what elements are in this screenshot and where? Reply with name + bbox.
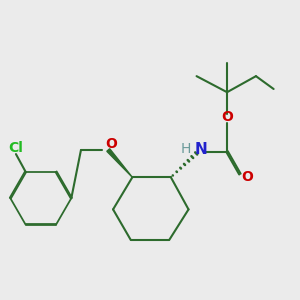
Text: H: H: [181, 142, 191, 156]
Text: Cl: Cl: [8, 141, 23, 155]
Text: N: N: [194, 142, 207, 157]
Polygon shape: [107, 149, 132, 177]
Text: O: O: [221, 110, 233, 124]
Text: O: O: [241, 170, 253, 184]
Text: O: O: [106, 137, 117, 151]
